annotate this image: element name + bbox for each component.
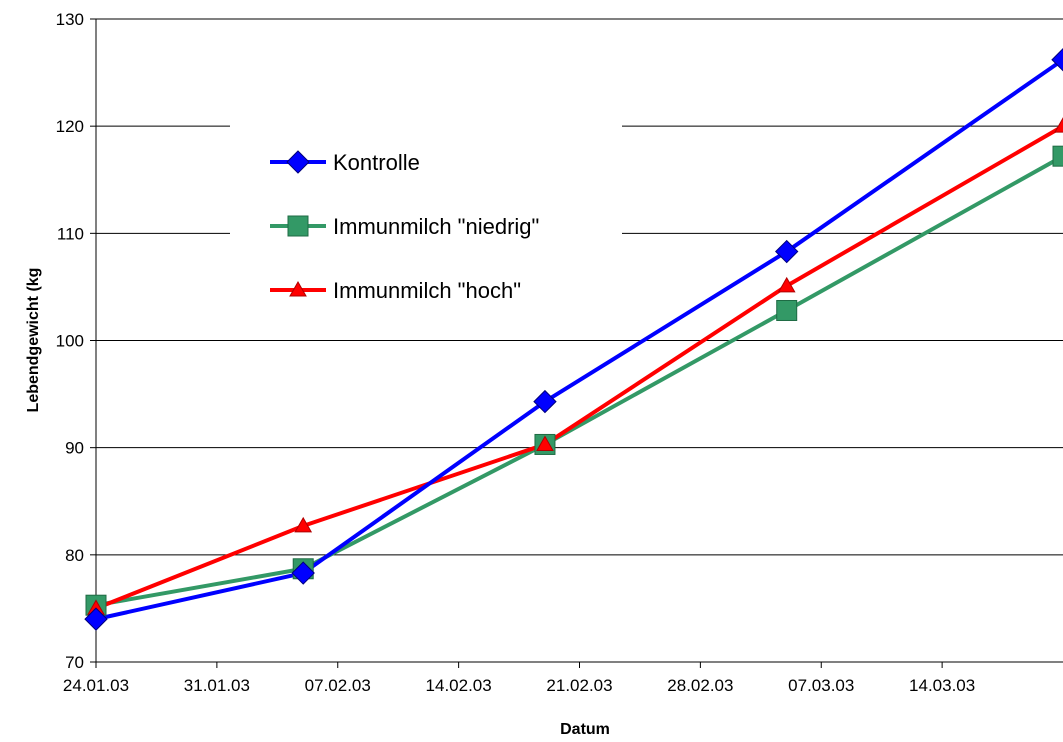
legend: Kontrolle Immunmilch "niedrig" Immunmilch … [230, 110, 622, 305]
legend-marker [286, 150, 310, 174]
y-tick-label: 120 [56, 117, 84, 136]
legend-label: Kontrolle [333, 150, 420, 175]
x-tick-label: 07.02.03 [305, 676, 371, 695]
data-point [294, 516, 313, 533]
data-point [775, 239, 799, 264]
legend-box [230, 110, 622, 305]
y-tick-label: 80 [65, 546, 84, 565]
data-point [533, 389, 557, 414]
y-axis-title: Lebendgewicht (kg [25, 268, 42, 413]
legend-marker [287, 215, 309, 237]
x-axis-title: Datum [560, 721, 610, 738]
legend-label: Immunmilch "niedrig" [333, 214, 539, 239]
x-axis-ticks: 24.01.03 31.01.03 07.02.03 14.02.03 21.02.03… [63, 662, 975, 695]
data-point [1054, 117, 1063, 133]
data-point [777, 276, 796, 293]
data-point [536, 435, 554, 451]
x-tick-label: 24.01.03 [63, 676, 129, 695]
data-point [291, 561, 315, 585]
series-layer [84, 48, 1063, 631]
y-tick-label: 100 [56, 332, 84, 351]
x-tick-label: 31.01.03 [184, 676, 250, 695]
y-tick-label: 70 [65, 653, 84, 672]
x-tick-label: 14.03.03 [909, 676, 975, 695]
data-point [1052, 145, 1063, 167]
x-tick-label: 21.02.03 [546, 676, 612, 695]
data-point [1051, 48, 1063, 72]
x-tick-label: 28.02.03 [667, 676, 733, 695]
y-tick-label: 130 [56, 10, 84, 29]
y-tick-label: 90 [65, 439, 84, 458]
x-tick-label: 07.03.03 [788, 676, 854, 695]
legend-marker [289, 280, 307, 297]
data-point [776, 299, 798, 321]
y-axis-ticks: 70 80 90 100 110 120 130 [56, 10, 96, 672]
data-point [84, 607, 108, 631]
y-tick-label: 110 [57, 224, 84, 243]
legend-label: Immunmilch "hoch" [333, 278, 521, 303]
x-tick-label: 14.02.03 [426, 676, 492, 695]
